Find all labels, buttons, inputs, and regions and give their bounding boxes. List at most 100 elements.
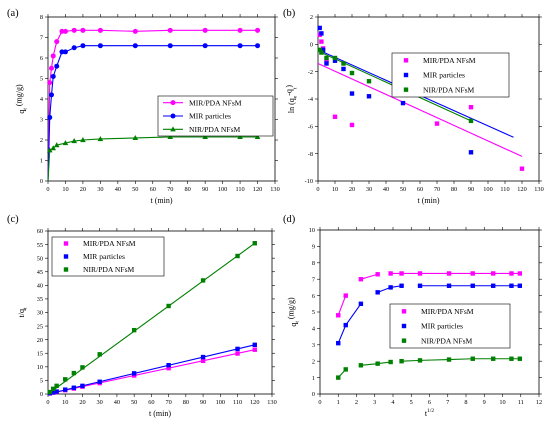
data-point <box>332 58 338 63</box>
data-point <box>59 49 65 55</box>
data-point <box>446 357 452 362</box>
data-point <box>50 73 56 79</box>
data-point <box>509 271 514 276</box>
x-tick-label: 8 <box>464 399 467 406</box>
y-tick-label: 0 <box>40 178 43 185</box>
data-point <box>417 358 423 363</box>
y-tick-label: 7 <box>312 276 315 283</box>
data-point <box>317 47 322 52</box>
legend-marker <box>170 113 176 119</box>
x-tick-label: 6 <box>428 399 431 406</box>
legend-item: MIR particles <box>401 322 463 331</box>
x-tick-label: 10 <box>332 186 338 193</box>
y-tick-label: 60 <box>37 228 43 235</box>
x-tick-label: 100 <box>216 399 225 406</box>
data-point <box>490 271 496 276</box>
data-point <box>468 118 474 124</box>
data-point <box>48 92 54 98</box>
fit-line <box>317 62 523 157</box>
legend-box <box>389 303 511 349</box>
data-point <box>336 375 341 380</box>
data-point <box>97 352 102 357</box>
legend-label: MIR particles <box>83 252 125 261</box>
data-point <box>63 387 68 392</box>
x-tick-label: 120 <box>517 186 526 193</box>
data-point <box>54 389 59 394</box>
x-tick-label: 10 <box>62 186 68 193</box>
y-tick-label: 2 <box>40 137 43 144</box>
data-point <box>71 45 77 51</box>
x-tick-label: 40 <box>115 186 121 193</box>
x-tick-label: 40 <box>383 186 389 193</box>
legend-marker <box>401 338 407 343</box>
data-point <box>417 271 423 276</box>
data-point <box>320 47 326 52</box>
legend-label: MIR/PDA NFsM <box>189 98 242 107</box>
x-tick-label: 130 <box>534 186 543 193</box>
data-point <box>50 53 56 59</box>
data-point <box>97 43 103 49</box>
data-point <box>80 43 86 49</box>
segment-fit-line <box>337 295 347 316</box>
data-point <box>509 356 514 361</box>
data-point <box>71 370 77 376</box>
chart-panel-a: 0 10 20 30 40 50 60 70 80 90 100 110 120 130 0 1 2 3 4 5 6 7 8… <box>7 8 280 205</box>
data-point <box>517 356 523 361</box>
x-tick-label: 0 <box>46 186 49 193</box>
data-point <box>80 137 86 143</box>
legend-item: MIR/PDA NFsM <box>163 98 242 107</box>
y-axis-title-end: ) <box>285 85 294 88</box>
panel-label: (a) <box>7 8 19 19</box>
x-tick-label: 30 <box>97 399 103 406</box>
data-point <box>202 43 208 49</box>
series-nir-pda-nfsm <box>47 241 257 395</box>
data-point <box>62 49 68 55</box>
data-point <box>490 283 496 288</box>
data-point <box>200 358 206 364</box>
x-axis-title: t1/2 <box>425 408 435 418</box>
data-point <box>166 303 171 309</box>
y-tick-label: 1 <box>40 158 43 165</box>
y-tick-label: 55 <box>37 242 43 249</box>
y-tick-label: -8 <box>308 151 313 158</box>
data-point <box>235 351 240 356</box>
data-point <box>332 114 338 119</box>
y-tick-label: 1 <box>312 375 315 382</box>
panel-label: (d) <box>283 214 296 225</box>
x-axis-title: t (min) <box>418 196 440 205</box>
x-tick-label: 12 <box>536 399 542 406</box>
data-point <box>509 283 514 288</box>
y-axis-title: qt (mg/g) <box>15 84 29 114</box>
data-point <box>324 55 329 61</box>
y-axis-title: ln (qe-qt) <box>285 85 299 114</box>
legend-marker <box>170 126 176 132</box>
legend-item: NIR/PDA NFsM <box>163 125 241 134</box>
legend: MIR/PDA NFsM MIR particles NIR/PDA NFsM <box>389 303 511 349</box>
x-tick-label: 30 <box>366 186 372 193</box>
data-point <box>255 43 261 49</box>
x-tick-label: 10 <box>499 399 505 406</box>
legend-item: MIR/PDA NFsM <box>401 307 474 316</box>
data-point <box>252 241 257 246</box>
data-point <box>80 383 85 389</box>
data-point <box>517 271 523 276</box>
data-point <box>97 27 103 33</box>
legend-item: MIR/PDA NFsM <box>403 56 476 65</box>
data-point <box>470 356 475 361</box>
data-point <box>341 66 346 72</box>
data-point <box>366 79 372 84</box>
x-tick-label: 20 <box>79 399 85 406</box>
y-tick-label: -6 <box>308 124 313 131</box>
y-tick-label: 5 <box>312 309 315 316</box>
x-axis-title-main: t <box>425 409 428 418</box>
x-tick-label: 80 <box>183 399 189 406</box>
x-axis-title: t (min) <box>149 409 171 418</box>
y-tick-label: 25 <box>37 323 43 330</box>
y-tick-label: 20 <box>37 337 43 344</box>
legend-item: MIR particles <box>63 252 125 261</box>
x-tick-label: 90 <box>200 399 206 406</box>
data-point <box>375 361 380 366</box>
data-point <box>399 359 404 364</box>
data-point <box>336 340 341 346</box>
